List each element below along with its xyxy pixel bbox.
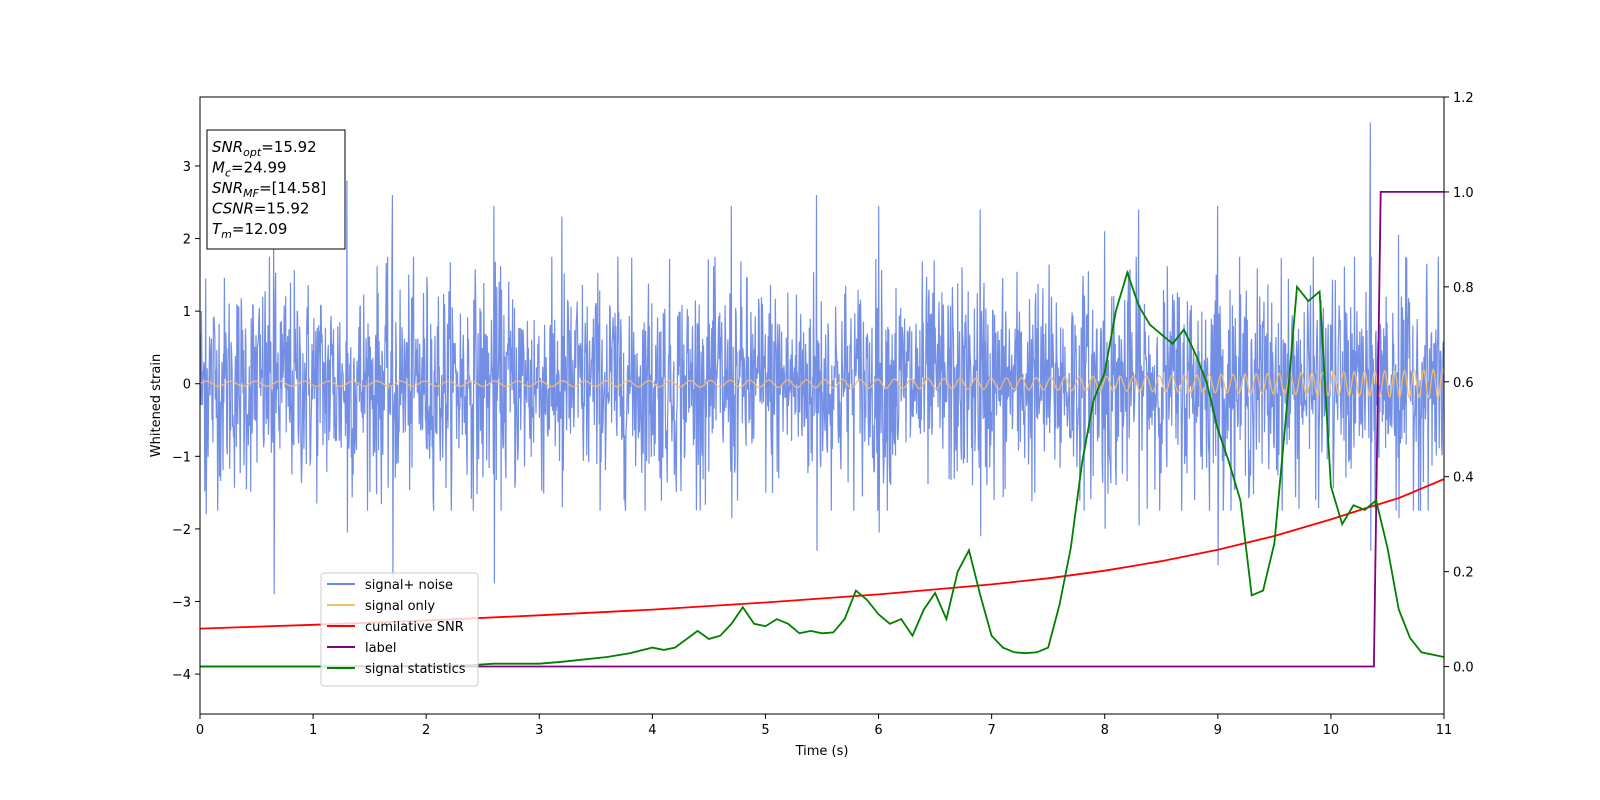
series-label bbox=[200, 191, 1444, 668]
y-tick-label: 2 bbox=[183, 233, 191, 248]
x-axis-label: Time (s) bbox=[795, 744, 849, 759]
y-tick-label: −4 bbox=[172, 668, 191, 683]
y-tick-label: 3 bbox=[183, 160, 191, 175]
legend-label: signal+ noise bbox=[365, 578, 453, 593]
x-tick-label: 10 bbox=[1323, 723, 1340, 738]
legend-label: signal only bbox=[365, 599, 435, 614]
info-line: CSNR=15.92 bbox=[212, 200, 309, 218]
info-box-frame bbox=[206, 129, 346, 250]
y-tick-label: −1 bbox=[172, 450, 191, 465]
y2-tick-label: 1.2 bbox=[1453, 91, 1474, 106]
y-axis-label: Whitened strain bbox=[149, 354, 164, 457]
plot-series-group bbox=[200, 122, 1444, 668]
info-line: Tm=12.09 bbox=[212, 220, 287, 241]
x-tick-label: 3 bbox=[535, 723, 543, 738]
y-tick-label: −2 bbox=[172, 523, 191, 538]
y2-tick-label: 0.2 bbox=[1453, 566, 1474, 581]
series-signal-statistics bbox=[200, 269, 1444, 668]
x-tick-label: 4 bbox=[648, 723, 656, 738]
y-tick-label: 0 bbox=[183, 378, 191, 393]
legend: signal+ noise signal only cumilative SNR la… bbox=[320, 572, 479, 687]
y2-tick-label: 0.8 bbox=[1453, 281, 1474, 296]
legend-box bbox=[320, 572, 479, 687]
x-tick-label: 9 bbox=[1214, 723, 1222, 738]
x-tick-label: 8 bbox=[1101, 723, 1109, 738]
x-tick-label: 7 bbox=[987, 723, 995, 738]
series-cumilative-snr bbox=[200, 478, 1444, 630]
x-tick-label: 1 bbox=[309, 723, 317, 738]
legend-label: label bbox=[365, 641, 396, 656]
y2-tick-label: 0.6 bbox=[1453, 376, 1474, 391]
y-tick-label: 1 bbox=[183, 305, 191, 320]
axes: 0 1 2 3 4 5 6 7 8 9 10 11 −4 −3 −2 −1 0 1 2 3 0.0 0.2 0.4 0.6 0.… bbox=[172, 91, 1474, 738]
legend-label: signal statistics bbox=[365, 662, 466, 677]
y2-tick-label: 0.0 bbox=[1453, 661, 1474, 676]
x-tick-label: 6 bbox=[874, 723, 882, 738]
info-line: Mc=24.99 bbox=[212, 159, 287, 180]
info-line: SNRopt=15.92 bbox=[212, 138, 317, 159]
series-signal-noise bbox=[200, 122, 1444, 595]
x-tick-label: 0 bbox=[196, 723, 204, 738]
x-tick-label: 11 bbox=[1436, 723, 1453, 738]
info-box: SNRopt=15.92Mc=24.99SNRMF=[14.58]CSNR=15… bbox=[206, 129, 346, 250]
x-tick-label: 2 bbox=[422, 723, 430, 738]
x-tick-label: 5 bbox=[761, 723, 769, 738]
axes-frame bbox=[199, 96, 1445, 715]
series-signal-only bbox=[200, 368, 1444, 399]
y2-tick-label: 1.0 bbox=[1453, 186, 1474, 201]
y2-tick-label: 0.4 bbox=[1453, 471, 1474, 486]
plot-area bbox=[200, 122, 1444, 668]
info-line: SNRMF=[14.58] bbox=[212, 179, 326, 200]
y-tick-label: −3 bbox=[172, 595, 191, 610]
legend-label: cumilative SNR bbox=[365, 620, 464, 635]
